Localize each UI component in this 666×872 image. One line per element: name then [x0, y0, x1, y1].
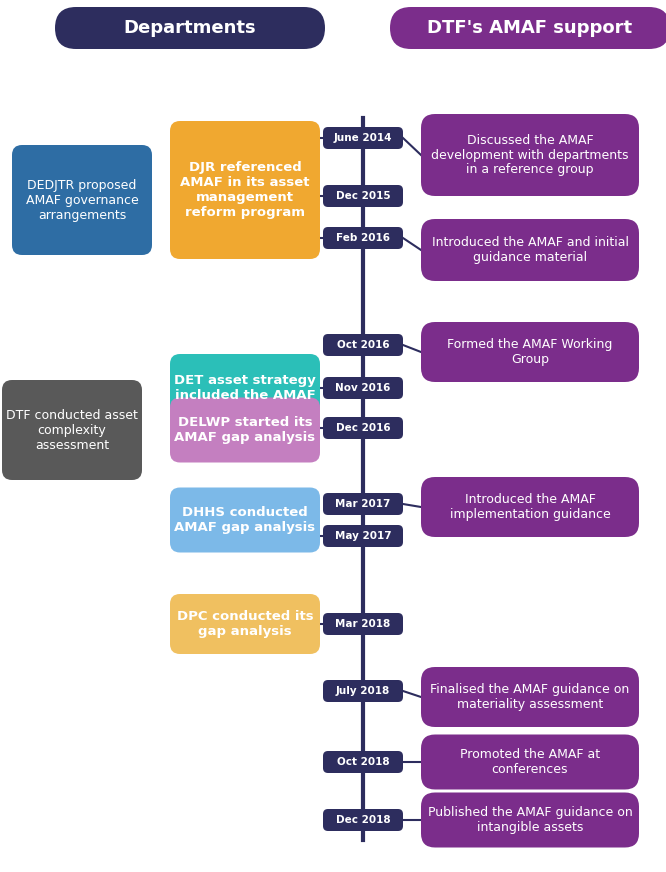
Text: DTF's AMAF support: DTF's AMAF support — [428, 19, 633, 37]
FancyBboxPatch shape — [421, 477, 639, 537]
Text: Introduced the AMAF and initial
guidance material: Introduced the AMAF and initial guidance… — [432, 236, 629, 264]
FancyBboxPatch shape — [55, 7, 325, 49]
Text: Mar 2018: Mar 2018 — [336, 619, 391, 629]
Text: June 2014: June 2014 — [334, 133, 392, 143]
FancyBboxPatch shape — [323, 751, 403, 773]
Text: DPC conducted its
gap analysis: DPC conducted its gap analysis — [176, 610, 313, 638]
Text: DET asset strategy
included the AMAF: DET asset strategy included the AMAF — [174, 374, 316, 402]
Text: Promoted the AMAF at
conferences: Promoted the AMAF at conferences — [460, 748, 600, 776]
FancyBboxPatch shape — [323, 417, 403, 439]
Text: Formed the AMAF Working
Group: Formed the AMAF Working Group — [448, 338, 613, 366]
Text: DTF conducted asset
complexity
assessment: DTF conducted asset complexity assessmen… — [6, 408, 138, 452]
Text: DHHS conducted
AMAF gap analysis: DHHS conducted AMAF gap analysis — [174, 506, 316, 534]
Text: July 2018: July 2018 — [336, 686, 390, 696]
FancyBboxPatch shape — [421, 793, 639, 848]
Text: Dec 2015: Dec 2015 — [336, 191, 390, 201]
FancyBboxPatch shape — [323, 680, 403, 702]
FancyBboxPatch shape — [323, 127, 403, 149]
FancyBboxPatch shape — [421, 219, 639, 281]
FancyBboxPatch shape — [323, 334, 403, 356]
FancyBboxPatch shape — [323, 809, 403, 831]
Text: Dec 2018: Dec 2018 — [336, 815, 390, 825]
FancyBboxPatch shape — [170, 121, 320, 259]
Text: Published the AMAF guidance on
intangible assets: Published the AMAF guidance on intangibl… — [428, 806, 633, 834]
FancyBboxPatch shape — [323, 377, 403, 399]
Text: Discussed the AMAF
development with departments
in a reference group: Discussed the AMAF development with depa… — [432, 133, 629, 176]
FancyBboxPatch shape — [12, 145, 152, 255]
FancyBboxPatch shape — [323, 525, 403, 547]
FancyBboxPatch shape — [170, 398, 320, 462]
FancyBboxPatch shape — [421, 114, 639, 196]
FancyBboxPatch shape — [170, 354, 320, 422]
FancyBboxPatch shape — [323, 613, 403, 635]
FancyBboxPatch shape — [2, 380, 142, 480]
Text: Finalised the AMAF guidance on
materiality assessment: Finalised the AMAF guidance on materiali… — [430, 683, 629, 711]
FancyBboxPatch shape — [421, 322, 639, 382]
FancyBboxPatch shape — [421, 667, 639, 727]
Text: Oct 2016: Oct 2016 — [337, 340, 390, 350]
FancyBboxPatch shape — [170, 594, 320, 654]
Text: Feb 2016: Feb 2016 — [336, 233, 390, 243]
FancyBboxPatch shape — [323, 227, 403, 249]
Text: DELWP started its
AMAF gap analysis: DELWP started its AMAF gap analysis — [174, 416, 316, 444]
FancyBboxPatch shape — [323, 185, 403, 207]
Text: Mar 2017: Mar 2017 — [335, 499, 391, 509]
Text: Nov 2016: Nov 2016 — [335, 383, 391, 393]
Text: May 2017: May 2017 — [335, 531, 392, 541]
FancyBboxPatch shape — [390, 7, 666, 49]
FancyBboxPatch shape — [421, 734, 639, 789]
FancyBboxPatch shape — [323, 493, 403, 515]
Text: Dec 2016: Dec 2016 — [336, 423, 390, 433]
Text: DJR referenced
AMAF in its asset
management
reform program: DJR referenced AMAF in its asset managem… — [180, 161, 310, 219]
Text: Oct 2018: Oct 2018 — [337, 757, 390, 767]
Text: DEDJTR proposed
AMAF governance
arrangements: DEDJTR proposed AMAF governance arrangem… — [25, 179, 139, 221]
Text: Introduced the AMAF
implementation guidance: Introduced the AMAF implementation guida… — [450, 493, 610, 521]
FancyBboxPatch shape — [170, 487, 320, 553]
Text: Departments: Departments — [124, 19, 256, 37]
